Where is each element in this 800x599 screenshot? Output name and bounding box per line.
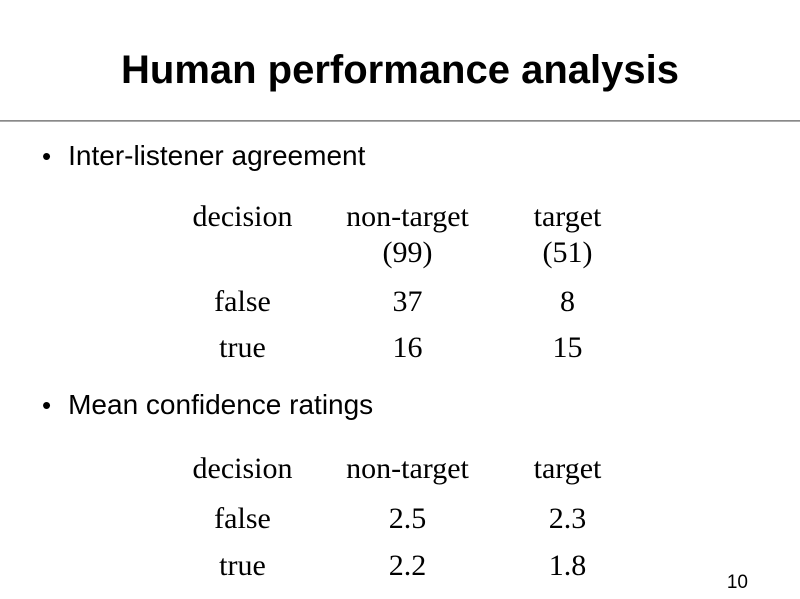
table-header-non-target-label: non-target — [346, 200, 469, 233]
bullet-item-inter-listener-agreement: • Inter-listener agreement — [42, 140, 366, 171]
table-cell-decision: true — [219, 549, 266, 582]
table-cell-decision: false — [214, 285, 271, 318]
table-cell-target: 15 — [552, 331, 583, 364]
table-cell-non-target: 2.2 — [388, 549, 427, 582]
slide-title: Human performance analysis — [121, 48, 679, 92]
bullet-icon: • — [42, 390, 52, 420]
table-cell-target: 1.8 — [548, 549, 587, 582]
table-header-non-target-count: (99) — [382, 236, 433, 269]
table-header-target-count: (51) — [542, 236, 593, 269]
table-cell-non-target: 16 — [392, 331, 423, 364]
table-header-decision: decision — [192, 452, 293, 485]
table-header-target-label: target — [533, 200, 602, 233]
title-divider — [0, 120, 800, 122]
bullet-text: Inter-listener agreement — [68, 140, 366, 171]
bullet-icon: • — [42, 141, 52, 171]
page-number: 10 — [726, 572, 748, 593]
table-header-non-target: non-target — [346, 452, 469, 485]
table-cell-non-target: 37 — [392, 285, 423, 318]
table-cell-target: 2.3 — [548, 502, 587, 535]
agreement-table: decision non-target (99) target (51) fal… — [150, 199, 655, 371]
table-cell-non-target: 2.5 — [388, 502, 427, 535]
table-cell-target: 8 — [560, 285, 575, 318]
table-header-target: target — [533, 452, 602, 485]
table-cell-decision: false — [214, 502, 271, 535]
table-header-non-target: non-target (99) — [335, 199, 480, 271]
bullet-item-mean-confidence-ratings: • Mean confidence ratings — [42, 389, 374, 420]
table-header-target: target (51) — [480, 199, 655, 271]
table-header-decision: decision — [192, 200, 293, 233]
table-cell-decision: true — [219, 331, 266, 364]
bullet-text: Mean confidence ratings — [68, 389, 374, 420]
confidence-table: decision non-target target false 2.5 2.3… — [150, 451, 655, 589]
